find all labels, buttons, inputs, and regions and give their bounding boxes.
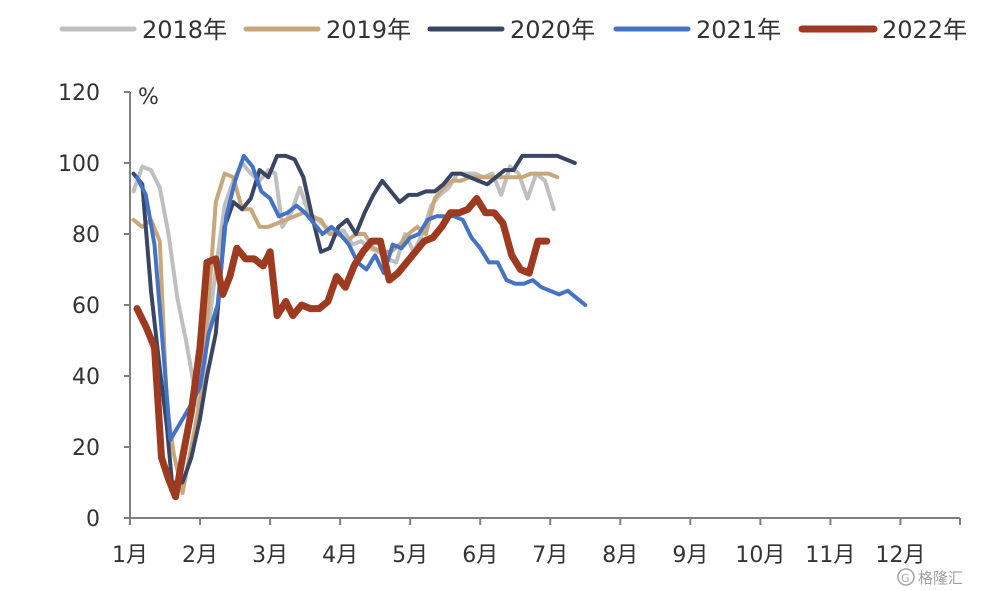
series-lines: [131, 153, 588, 501]
x-tick-label: 3月: [252, 543, 288, 568]
x-tick-label: 11月: [805, 543, 855, 568]
legend-label: 2020年: [510, 16, 595, 44]
y-tick-label: 0: [86, 507, 100, 532]
y-tick-label: 80: [72, 223, 100, 248]
x-tick-label: 6月: [462, 543, 498, 568]
y-tick-label: 20: [72, 436, 100, 461]
legend-item: 2022年: [798, 16, 967, 44]
y-axis-unit-label: %: [138, 85, 159, 110]
series-line-2020年: [131, 153, 577, 485]
x-tick-label: 4月: [322, 543, 358, 568]
legend-label: 2022年: [882, 16, 967, 44]
watermark-text: 格隆汇: [918, 569, 963, 587]
svg-text:G: G: [901, 572, 910, 585]
brand-logo-icon: G: [897, 568, 915, 586]
legend-item: 2020年: [427, 16, 595, 44]
x-tick-label: 5月: [392, 543, 428, 568]
x-tick-label: 10月: [735, 543, 785, 568]
x-tick-label: 1月: [112, 543, 148, 568]
legend-label: 2019年: [326, 16, 411, 44]
y-tick-label: 60: [72, 294, 100, 319]
y-axis: 0 20 40 60 80 100 120: [58, 81, 131, 532]
chart-legend: 2018年 2019年 2020年 2021年 2022年: [59, 16, 967, 44]
y-tick-label: 100: [58, 152, 100, 177]
series-line-2022年: [133, 195, 551, 501]
x-axis: 1月 2月 3月 4月 5月 6月 7月 8月 9月 10月 11月 12月: [112, 517, 961, 568]
x-tick-label: 2月: [182, 543, 218, 568]
legend-item: 2021年: [613, 16, 781, 44]
legend-item: 2018年: [59, 16, 227, 44]
x-tick-label: 9月: [672, 543, 708, 568]
legend-label: 2021年: [696, 16, 781, 44]
legend-item: 2019年: [243, 16, 411, 44]
legend-label: 2018年: [142, 16, 227, 44]
y-tick-label: 40: [72, 365, 100, 390]
x-tick-label: 7月: [532, 543, 568, 568]
y-tick-label: 120: [58, 81, 100, 106]
x-tick-label: 8月: [602, 543, 638, 568]
x-tick-label: 12月: [875, 543, 925, 568]
series-line-2021年: [135, 153, 588, 442]
watermark: G 格隆汇: [897, 568, 963, 587]
